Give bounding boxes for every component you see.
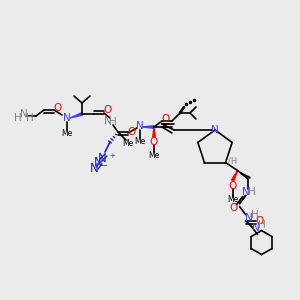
Text: O: O [162,114,170,124]
Text: Me: Me [61,128,73,137]
Text: O: O [128,127,136,137]
Text: H: H [14,113,22,123]
Text: N: N [252,223,260,232]
Text: +: + [109,153,115,159]
Text: O: O [103,105,111,115]
Text: O: O [256,216,264,226]
Text: H: H [251,210,259,220]
Text: N: N [242,187,250,196]
Text: N: N [98,152,106,164]
Polygon shape [70,113,83,118]
Text: Me: Me [122,139,134,148]
Text: H: H [258,220,266,230]
Text: N: N [104,116,112,126]
Text: −: − [100,161,107,170]
Text: O: O [229,181,237,190]
Polygon shape [142,126,154,128]
Text: H: H [26,113,34,123]
Text: O: O [230,202,238,213]
Text: Me: Me [148,151,160,160]
Text: N: N [90,161,98,175]
Text: /H: /H [228,157,237,166]
Text: Me: Me [227,195,238,204]
Polygon shape [232,171,238,181]
Text: O: O [150,137,158,147]
Text: N: N [211,125,219,135]
Text: Me: Me [134,136,146,146]
Polygon shape [153,127,155,137]
Text: N: N [20,109,28,119]
Text: H: H [248,187,256,196]
Text: O: O [54,103,62,113]
Text: N: N [245,213,253,223]
Text: N: N [94,157,102,169]
Text: N: N [136,121,144,131]
Text: N: N [63,113,71,123]
Text: H: H [109,117,117,127]
